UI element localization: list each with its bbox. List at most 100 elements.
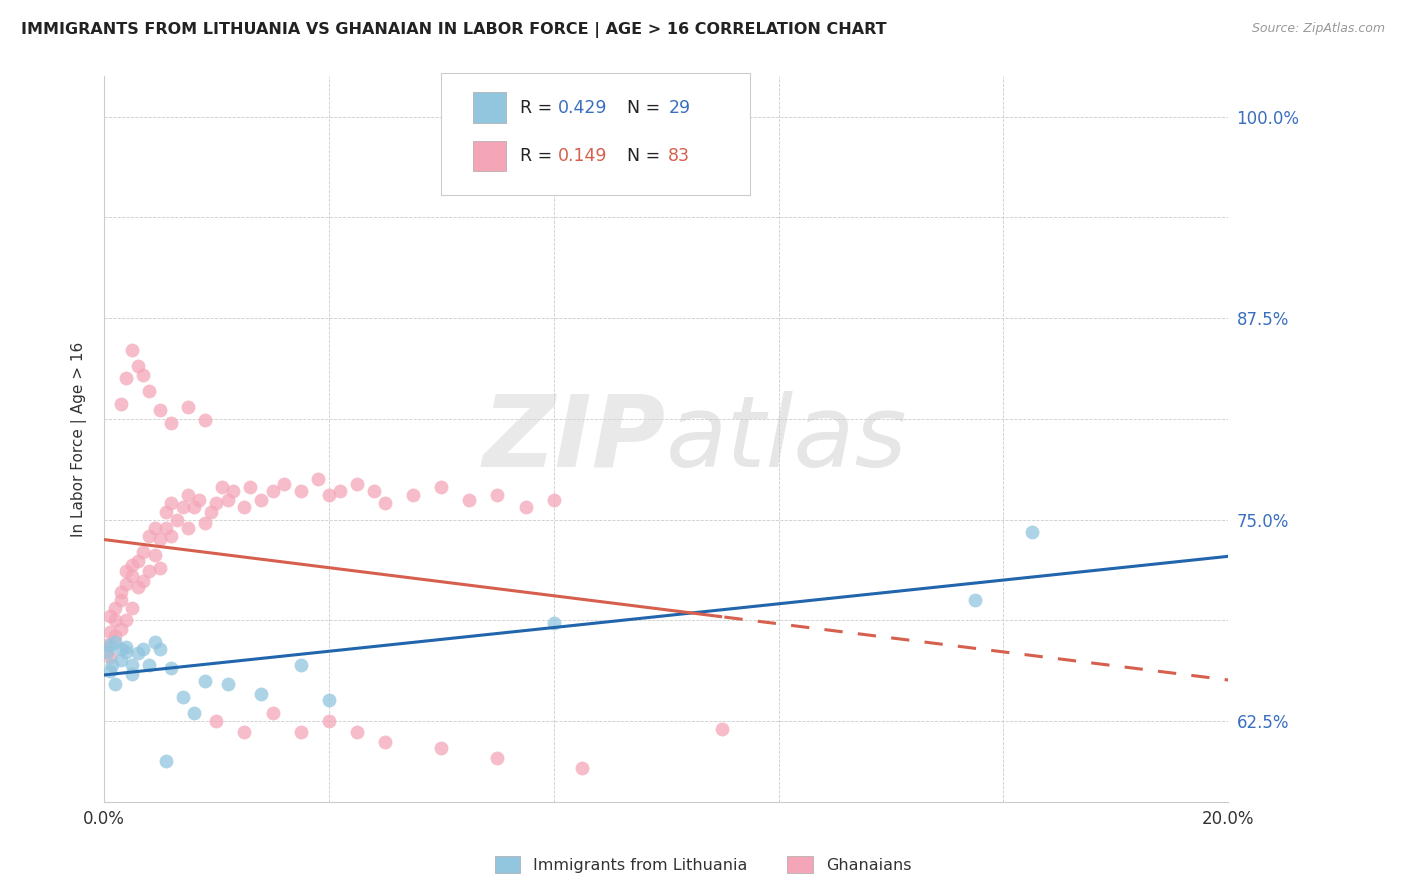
Ghanaians bbox=[430, 480, 453, 494]
Ghanaians bbox=[121, 601, 143, 615]
Legend: Immigrants from Lithuania, Ghanaians: Immigrants from Lithuania, Ghanaians bbox=[488, 849, 918, 880]
Immigrants from Lithuania bbox=[1021, 525, 1043, 540]
Ghanaians bbox=[110, 396, 132, 410]
Ghanaians bbox=[96, 638, 118, 652]
Ghanaians bbox=[127, 580, 149, 594]
Text: R =: R = bbox=[520, 99, 558, 117]
Ghanaians bbox=[318, 488, 340, 502]
FancyBboxPatch shape bbox=[472, 141, 506, 171]
Ghanaians bbox=[121, 569, 143, 583]
Ghanaians bbox=[486, 488, 509, 502]
Immigrants from Lithuania bbox=[160, 661, 183, 675]
Immigrants from Lithuania bbox=[132, 641, 155, 656]
Immigrants from Lithuania bbox=[318, 693, 340, 707]
Immigrants from Lithuania bbox=[96, 645, 118, 659]
Text: 83: 83 bbox=[668, 147, 690, 165]
Text: 0.429: 0.429 bbox=[558, 99, 607, 117]
Ghanaians bbox=[115, 564, 138, 578]
Ghanaians bbox=[149, 561, 172, 575]
Ghanaians bbox=[486, 751, 509, 765]
Ghanaians bbox=[222, 483, 245, 498]
Y-axis label: In Labor Force | Age > 16: In Labor Force | Age > 16 bbox=[72, 342, 87, 537]
Ghanaians bbox=[160, 416, 183, 430]
Ghanaians bbox=[194, 412, 217, 426]
Ghanaians bbox=[121, 558, 143, 572]
Ghanaians bbox=[155, 504, 177, 518]
Text: ZIP: ZIP bbox=[484, 391, 666, 488]
Ghanaians bbox=[115, 371, 138, 385]
Ghanaians bbox=[346, 477, 368, 491]
Ghanaians bbox=[177, 400, 200, 414]
Ghanaians bbox=[138, 384, 160, 398]
Ghanaians bbox=[188, 493, 211, 508]
Ghanaians bbox=[273, 477, 295, 491]
FancyBboxPatch shape bbox=[472, 93, 506, 123]
Immigrants from Lithuania bbox=[98, 638, 121, 652]
Ghanaians bbox=[233, 500, 256, 514]
Ghanaians bbox=[104, 629, 127, 643]
Immigrants from Lithuania bbox=[115, 645, 138, 659]
Immigrants from Lithuania bbox=[121, 667, 143, 681]
Immigrants from Lithuania bbox=[115, 640, 138, 654]
Immigrants from Lithuania bbox=[194, 673, 217, 688]
Ghanaians bbox=[217, 493, 239, 508]
Ghanaians bbox=[121, 343, 143, 358]
Ghanaians bbox=[374, 735, 396, 749]
Ghanaians bbox=[127, 359, 149, 374]
Ghanaians bbox=[172, 500, 194, 514]
Ghanaians bbox=[430, 741, 453, 756]
Ghanaians bbox=[346, 725, 368, 739]
Ghanaians bbox=[110, 593, 132, 607]
Ghanaians bbox=[98, 649, 121, 664]
Immigrants from Lithuania bbox=[183, 706, 205, 720]
Ghanaians bbox=[98, 625, 121, 640]
Immigrants from Lithuania bbox=[98, 664, 121, 678]
Ghanaians bbox=[402, 488, 425, 502]
Ghanaians bbox=[239, 480, 262, 494]
Ghanaians bbox=[250, 493, 273, 508]
Text: R =: R = bbox=[520, 147, 558, 165]
Immigrants from Lithuania bbox=[172, 690, 194, 704]
Text: IMMIGRANTS FROM LITHUANIA VS GHANAIAN IN LABOR FORCE | AGE > 16 CORRELATION CHAR: IMMIGRANTS FROM LITHUANIA VS GHANAIAN IN… bbox=[21, 22, 887, 38]
Ghanaians bbox=[318, 714, 340, 728]
Ghanaians bbox=[571, 761, 593, 775]
Text: 29: 29 bbox=[668, 99, 690, 117]
Ghanaians bbox=[205, 714, 228, 728]
Ghanaians bbox=[290, 725, 312, 739]
Ghanaians bbox=[115, 577, 138, 591]
Text: 0.149: 0.149 bbox=[558, 147, 607, 165]
Ghanaians bbox=[110, 859, 132, 873]
Ghanaians bbox=[177, 488, 200, 502]
Ghanaians bbox=[132, 545, 155, 559]
Ghanaians bbox=[211, 480, 233, 494]
Ghanaians bbox=[711, 722, 734, 736]
Ghanaians bbox=[166, 512, 188, 526]
Ghanaians bbox=[138, 564, 160, 578]
Immigrants from Lithuania bbox=[104, 635, 127, 649]
Text: atlas: atlas bbox=[666, 391, 908, 488]
Ghanaians bbox=[104, 613, 127, 627]
Immigrants from Lithuania bbox=[217, 677, 239, 691]
Immigrants from Lithuania bbox=[250, 687, 273, 701]
Immigrants from Lithuania bbox=[290, 657, 312, 672]
Ghanaians bbox=[98, 609, 121, 624]
Ghanaians bbox=[307, 472, 329, 486]
Text: Source: ZipAtlas.com: Source: ZipAtlas.com bbox=[1251, 22, 1385, 36]
Immigrants from Lithuania bbox=[138, 657, 160, 672]
Ghanaians bbox=[543, 493, 565, 508]
Ghanaians bbox=[143, 548, 166, 562]
Immigrants from Lithuania bbox=[543, 615, 565, 630]
Immigrants from Lithuania bbox=[110, 641, 132, 656]
Ghanaians bbox=[200, 504, 222, 518]
Ghanaians bbox=[132, 368, 155, 382]
Ghanaians bbox=[374, 496, 396, 510]
Ghanaians bbox=[110, 622, 132, 636]
Immigrants from Lithuania bbox=[155, 754, 177, 768]
Immigrants from Lithuania bbox=[127, 646, 149, 660]
Ghanaians bbox=[149, 532, 172, 546]
Immigrants from Lithuania bbox=[101, 657, 124, 672]
Ghanaians bbox=[262, 706, 284, 720]
Ghanaians bbox=[363, 483, 385, 498]
Ghanaians bbox=[262, 483, 284, 498]
Immigrants from Lithuania bbox=[149, 641, 172, 656]
